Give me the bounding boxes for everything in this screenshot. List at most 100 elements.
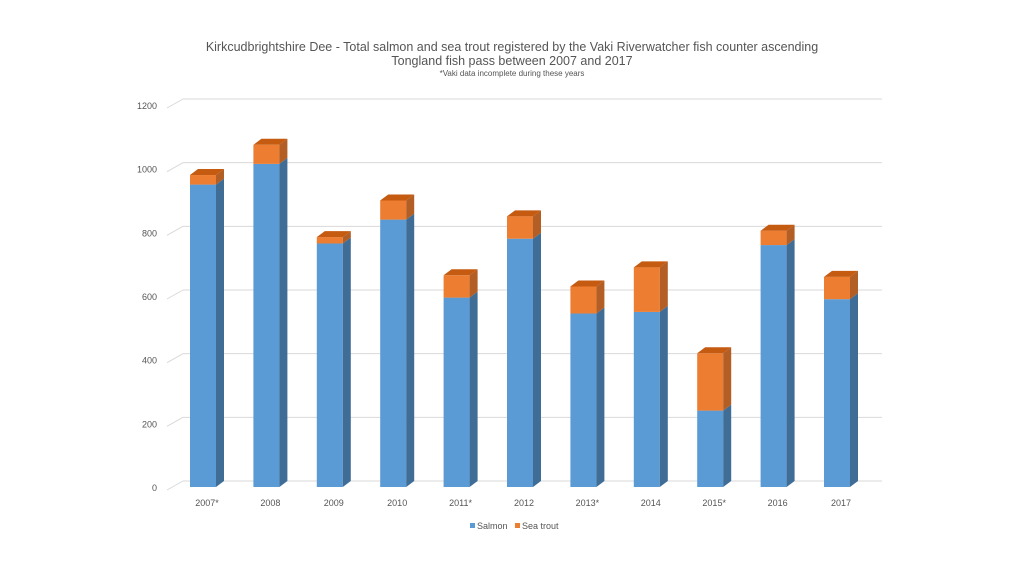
- x-axis-tick-labels: 2007* 2008 2009 2010 2011* 2012 2013* 2014 2015*…: [195, 498, 851, 508]
- bar-front: [824, 276, 850, 300]
- bar-front: [760, 230, 787, 246]
- bar-top: [697, 347, 732, 354]
- bar-side: [342, 231, 351, 244]
- bar-side: [216, 169, 224, 185]
- bar-side: [659, 261, 668, 312]
- bar-front: [697, 353, 724, 411]
- bar-side: [406, 194, 415, 220]
- bar-side: [279, 157, 288, 487]
- legend: Salmon Sea trout: [470, 521, 559, 531]
- bar-salmon: [824, 293, 858, 487]
- gridline-depth: [166, 353, 184, 364]
- legend-item-salmon: Salmon: [470, 521, 508, 531]
- bar-sea-trout: [380, 194, 415, 220]
- bar-top: [824, 270, 858, 277]
- bar-side: [406, 213, 415, 487]
- bar-salmon: [380, 213, 415, 487]
- x-tick-label: 2010: [387, 498, 407, 508]
- x-tick-label: 2007*: [195, 498, 219, 508]
- bar-salmon: [697, 404, 732, 487]
- bar-sea-trout: [697, 347, 732, 411]
- bar-front: [760, 245, 787, 487]
- bar-top: [380, 194, 415, 201]
- x-tick-label: 2016: [768, 498, 788, 508]
- gridline-depth: [166, 162, 184, 173]
- bar-front: [507, 216, 533, 239]
- chart-subtitle: *Vaki data incomplete during these years: [440, 69, 585, 78]
- gridline-depth: [166, 480, 184, 491]
- bar-front: [697, 410, 724, 487]
- bar-side: [723, 347, 732, 411]
- bar-side: [659, 305, 668, 487]
- bar-front: [190, 184, 216, 488]
- bar-side: [279, 138, 288, 164]
- bar-side: [342, 237, 351, 487]
- legend-swatch: [470, 523, 475, 528]
- bar-front: [570, 313, 597, 487]
- y-tick-label: 1200: [137, 101, 157, 111]
- bar-salmon: [316, 237, 351, 487]
- bar-side: [596, 280, 605, 314]
- bar-side: [533, 210, 541, 239]
- bar-salmon: [507, 232, 541, 487]
- bar-salmon: [570, 307, 605, 487]
- gridline-depth: [166, 225, 184, 236]
- y-tick-label: 600: [142, 292, 157, 302]
- x-tick-label: 2011*: [449, 498, 472, 508]
- y-tick-label: 800: [142, 228, 157, 238]
- bars: [190, 138, 858, 488]
- bar-side: [786, 224, 795, 246]
- bar-top: [760, 224, 795, 231]
- bar-sea-trout: [443, 269, 478, 298]
- bar-front: [633, 311, 660, 487]
- bar-top: [633, 261, 668, 268]
- legend-label: Salmon: [477, 521, 508, 531]
- bar-side: [723, 404, 732, 487]
- bar-side: [533, 232, 541, 487]
- bar-front: [316, 237, 343, 244]
- bar-top: [443, 269, 478, 276]
- bar-sea-trout: [824, 270, 858, 300]
- gridline-depth: [166, 289, 184, 300]
- x-tick-label: 2014: [641, 498, 661, 508]
- bar-side: [216, 178, 224, 488]
- bar-sea-trout: [316, 231, 351, 244]
- bar-salmon: [253, 157, 288, 487]
- bar-front: [443, 297, 470, 487]
- bar-side: [469, 291, 478, 487]
- bar-top: [570, 280, 605, 287]
- bar-sea-trout: [570, 280, 605, 314]
- chart-title: Kirkcudbrightshire Dee - Total salmon an…: [206, 40, 818, 78]
- bar-front: [253, 163, 280, 487]
- chart-title-line-1: Kirkcudbrightshire Dee - Total salmon an…: [206, 40, 818, 54]
- bar-front: [443, 275, 470, 298]
- bar-side: [786, 239, 795, 487]
- x-tick-label: 2008: [260, 498, 280, 508]
- bar-side: [469, 269, 478, 298]
- bar-front: [507, 238, 533, 487]
- x-tick-label: 2009: [324, 498, 344, 508]
- bar-sea-trout: [190, 169, 224, 185]
- legend-label: Sea trout: [522, 521, 559, 531]
- y-tick-label: 200: [142, 419, 157, 429]
- legend-item-sea-trout: Sea trout: [515, 521, 559, 531]
- bar-top: [507, 210, 541, 217]
- y-tick-label: 1000: [137, 165, 157, 175]
- chart-title-line-2: Tongland fish pass between 2007 and 2017: [391, 54, 632, 68]
- bar-front: [316, 243, 343, 487]
- bar-salmon: [760, 239, 795, 487]
- bar-sea-trout: [507, 210, 541, 239]
- y-axis-tick-labels: 0 200 400 600 800 1000 1200: [137, 101, 157, 493]
- bar-top: [316, 231, 351, 238]
- y-tick-label: 400: [142, 356, 157, 366]
- x-tick-label: 2015*: [702, 498, 726, 508]
- bar-front: [253, 144, 280, 164]
- legend-swatch: [515, 523, 520, 528]
- bar-front: [380, 200, 407, 220]
- gridline-depth: [166, 98, 184, 109]
- bar-front: [633, 267, 660, 312]
- bar-salmon: [190, 178, 224, 488]
- y-tick-label: 0: [152, 483, 157, 493]
- bar-sea-trout: [760, 224, 795, 246]
